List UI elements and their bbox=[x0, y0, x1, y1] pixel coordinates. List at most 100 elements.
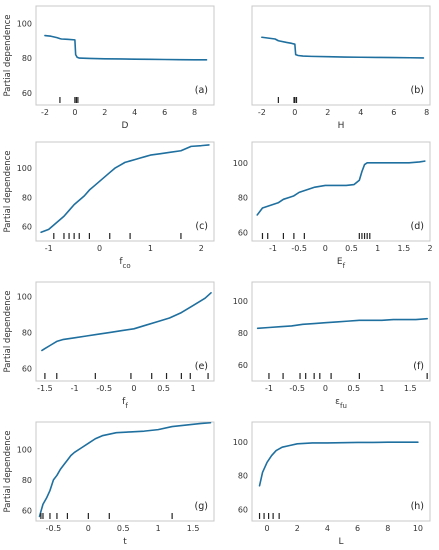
y-tick-label: 100 bbox=[17, 292, 32, 301]
y-tick-label: 100 bbox=[17, 164, 32, 173]
y-tick-label: 60 bbox=[22, 506, 32, 515]
x-tick-label: 6 bbox=[162, 108, 167, 117]
xlabel-subscript: co bbox=[123, 262, 131, 270]
x-tick-label: -0.5 bbox=[46, 524, 62, 533]
x-tick-label: 2 bbox=[199, 244, 204, 253]
panel-letter: (f) bbox=[413, 361, 424, 372]
x-tick-label: 0 bbox=[86, 524, 91, 533]
y-axis-label: Partial dependence bbox=[3, 291, 13, 373]
pdp-curve bbox=[38, 421, 212, 518]
y-tick-label: 60 bbox=[22, 364, 32, 373]
x-axis-label: εfu bbox=[335, 397, 347, 410]
xlabel-subscript: fu bbox=[340, 402, 347, 410]
plot-frame bbox=[35, 5, 215, 106]
y-tick-label: 60 bbox=[22, 89, 32, 98]
x-axis-label: ff bbox=[122, 397, 128, 410]
x-tick-label: 0.5 bbox=[347, 384, 360, 393]
x-tick-label: -1 bbox=[265, 384, 273, 393]
pdp-curve bbox=[256, 317, 428, 330]
x-tick-label: -1 bbox=[45, 244, 53, 253]
x-tick-label: 2 bbox=[295, 524, 300, 533]
x-tick-label: 0 bbox=[97, 244, 102, 253]
y-tick-label: 80 bbox=[22, 328, 32, 337]
x-tick-label: 1 bbox=[379, 384, 384, 393]
plot-frame bbox=[251, 5, 431, 106]
x-tick-label: 1.5 bbox=[404, 384, 417, 393]
plot-frame bbox=[35, 281, 215, 382]
x-tick-label: 1.5 bbox=[187, 524, 200, 533]
x-tick-label: 1 bbox=[148, 244, 153, 253]
x-axis-label: fco bbox=[119, 257, 130, 270]
xlabel-base: f bbox=[122, 397, 126, 407]
xlabel-base: E bbox=[337, 257, 343, 267]
y-tick-label: 60 bbox=[22, 222, 32, 231]
x-tick-label: 0.5 bbox=[345, 244, 358, 253]
y-axis-label: Partial dependence bbox=[3, 151, 13, 233]
panel-letter: (a) bbox=[195, 85, 208, 96]
panel-d: -1 -0.5 0 0.5 1 1.5 2 60 80 100 Ef (d) bbox=[233, 141, 433, 270]
x-axis-label: L bbox=[338, 537, 343, 547]
x-tick-label: 0 bbox=[265, 524, 270, 533]
y-tick-label: 100 bbox=[233, 159, 248, 168]
x-tick-label: 8 bbox=[424, 108, 429, 117]
xlabel-subscript: f bbox=[343, 262, 346, 270]
plot-frame bbox=[251, 421, 431, 522]
x-tick-label: 1 bbox=[156, 524, 161, 533]
x-tick-label: -0.5 bbox=[291, 244, 307, 253]
xlabel-base: ε bbox=[335, 397, 340, 407]
x-tick-label: 1.5 bbox=[397, 244, 410, 253]
pdp-curve bbox=[258, 441, 419, 487]
x-tick-label: -1.5 bbox=[37, 384, 53, 393]
plot-frame bbox=[35, 141, 215, 242]
panel-g: -0.5 0 0.5 1 1.5 60 80 100 t Partial dependence (g… bbox=[3, 421, 215, 547]
pdp-curve bbox=[261, 36, 425, 59]
y-tick-label: 80 bbox=[22, 193, 32, 202]
x-tick-label: 0 bbox=[72, 108, 77, 117]
x-tick-label: 1 bbox=[375, 244, 380, 253]
y-tick-label: 60 bbox=[238, 228, 248, 237]
y-tick-label: 80 bbox=[238, 329, 248, 338]
plot-frame bbox=[35, 421, 215, 522]
y-axis-label: Partial dependence bbox=[3, 431, 13, 513]
x-tick-label: 4 bbox=[358, 108, 363, 117]
x-tick-label: 0.5 bbox=[117, 524, 130, 533]
pdp-curve bbox=[256, 160, 426, 216]
x-tick-label: 0 bbox=[323, 384, 328, 393]
y-tick-label: 100 bbox=[233, 297, 248, 306]
x-axis-label: t bbox=[123, 537, 127, 547]
x-tick-label: -2 bbox=[258, 108, 266, 117]
y-axis-label: Partial dependence bbox=[3, 15, 13, 97]
panel-h: 0 2 4 6 8 10 60 80 100 L (h) bbox=[233, 421, 431, 547]
x-tick-label: 10 bbox=[413, 524, 423, 533]
x-tick-label: 0 bbox=[131, 384, 136, 393]
y-tick-label: 60 bbox=[238, 505, 248, 514]
y-tick-label: 80 bbox=[22, 476, 32, 485]
x-tick-label: -0.5 bbox=[289, 384, 305, 393]
y-tick-label: 60 bbox=[238, 361, 248, 370]
panel-letter: (g) bbox=[195, 501, 208, 512]
xlabel-base: f bbox=[119, 257, 123, 267]
panel-letter: (c) bbox=[195, 221, 208, 232]
pdp-curve bbox=[40, 144, 210, 234]
x-tick-label: 4 bbox=[132, 108, 137, 117]
panel-letter: (d) bbox=[411, 221, 424, 232]
panel-a: -2 0 2 4 6 8 60 80 100 D Partial dependence (a) bbox=[3, 5, 215, 131]
x-tick-label: -2 bbox=[41, 108, 49, 117]
plot-frame bbox=[251, 141, 431, 242]
y-tick-label: 100 bbox=[17, 445, 32, 454]
panel-b: -2 0 2 4 6 8 H (b) bbox=[251, 5, 431, 131]
x-tick-label: 6 bbox=[391, 108, 396, 117]
x-tick-label: 2 bbox=[427, 244, 432, 253]
panel-letter: (b) bbox=[411, 85, 424, 96]
x-tick-label: 8 bbox=[385, 524, 390, 533]
y-tick-label: 80 bbox=[22, 54, 32, 63]
x-axis-label: D bbox=[122, 121, 129, 131]
x-tick-label: -1 bbox=[71, 384, 79, 393]
x-tick-label: 0 bbox=[292, 108, 297, 117]
y-tick-label: 80 bbox=[238, 194, 248, 203]
x-axis-label: H bbox=[338, 121, 345, 131]
x-tick-label: -1 bbox=[269, 244, 277, 253]
x-tick-label: 0 bbox=[323, 244, 328, 253]
